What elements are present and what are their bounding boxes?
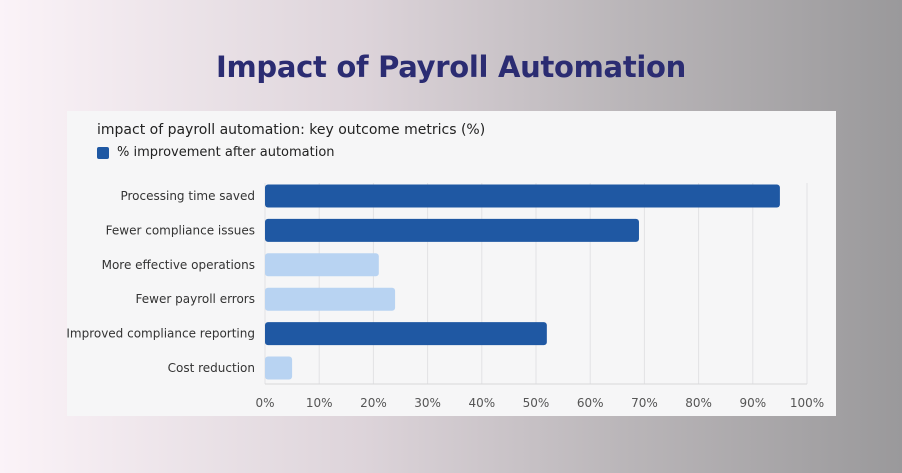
category-label: Fewer payroll errors [136, 292, 255, 306]
bar [265, 322, 547, 346]
x-tick-label: 20% [360, 396, 387, 410]
x-tick-label: 70% [631, 396, 658, 410]
category-label: More effective operations [102, 258, 255, 272]
x-tick-label: 90% [739, 396, 766, 410]
x-tick-label: 60% [577, 396, 604, 410]
chart-title: impact of payroll automation: key outcom… [97, 122, 486, 138]
chart-panel: impact of payroll automation: key outcom… [67, 111, 836, 416]
x-tick-label: 0% [255, 396, 274, 410]
bar [265, 218, 639, 242]
category-label: Processing time saved [120, 189, 255, 203]
legend-label: % improvement after automation [117, 145, 335, 160]
category-label: Cost reduction [168, 361, 255, 375]
x-tick-label: 10% [306, 396, 333, 410]
category-label: Fewer compliance issues [106, 223, 255, 237]
legend-swatch [97, 146, 109, 159]
page-title: Impact of Payroll Automation [215, 50, 686, 84]
bar [265, 287, 396, 311]
category-label: Improved compliance reporting [67, 327, 255, 341]
x-tick-label: 100% [790, 396, 824, 410]
x-tick-label: 40% [468, 396, 495, 410]
bar [265, 253, 379, 277]
x-tick-label: 30% [414, 396, 441, 410]
bar [265, 356, 293, 380]
bar-chart: 0% 10% 20% 30% 40% 50% 60% 70% 80% 90% 100% Process… [67, 183, 824, 410]
bar [265, 184, 780, 208]
x-tick-label: 50% [523, 396, 550, 410]
x-tick-label: 80% [685, 396, 712, 410]
legend: % improvement after automation [97, 145, 335, 160]
